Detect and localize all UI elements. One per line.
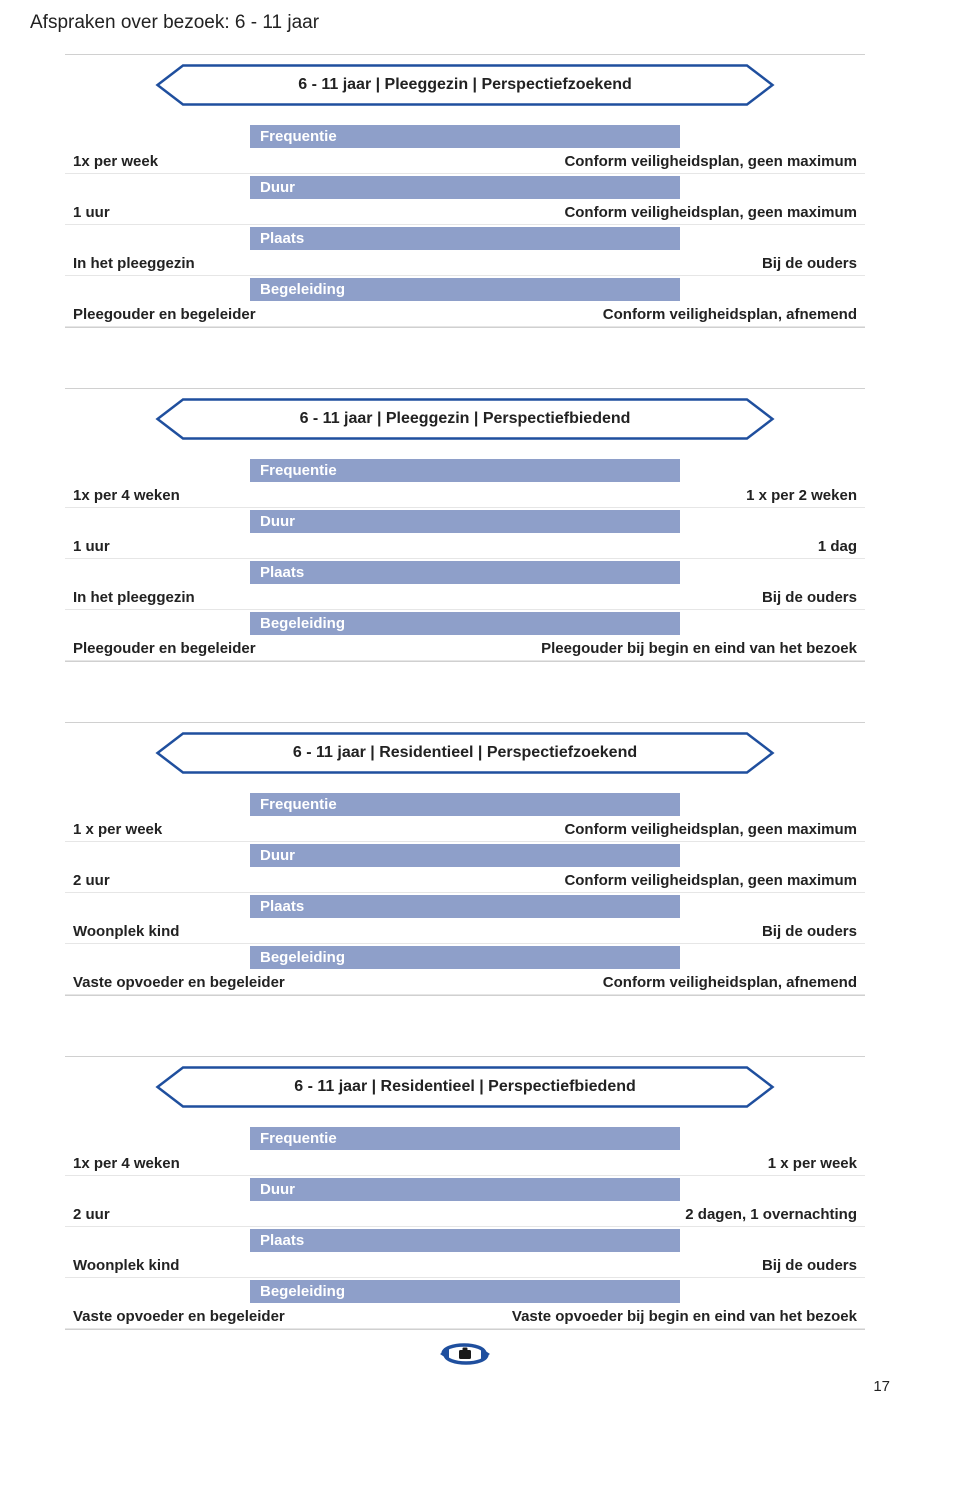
row-right: Conform veiligheidsplan, geen maximum xyxy=(564,821,857,838)
row-right: Vaste opvoeder bij begin en eind van het… xyxy=(512,1308,857,1325)
row-data: Woonplek kind Bij de ouders xyxy=(65,920,865,944)
row-header: Duur xyxy=(250,510,680,533)
row-left: 2 uur xyxy=(73,872,110,889)
row-right: Conform veiligheidsplan, geen maximum xyxy=(564,204,857,221)
divider xyxy=(65,1329,865,1330)
row-right: 1 x per 2 weken xyxy=(746,487,857,504)
row-data: 1x per 4 weken 1 x per week xyxy=(65,1152,865,1176)
banner-label: 6 - 11 jaar | Pleeggezin | Perspectiefzo… xyxy=(298,76,632,94)
row-header: Frequentie xyxy=(250,125,680,148)
row-right: Conform veiligheidsplan, afnemend xyxy=(603,306,857,323)
row-right: Conform veiligheidsplan, afnemend xyxy=(603,974,857,991)
section-banner: 6 - 11 jaar | Residentieel | Perspectief… xyxy=(155,1065,775,1109)
row-data: 2 uur 2 dagen, 1 overnachting xyxy=(65,1203,865,1227)
row-left: 1x per 4 weken xyxy=(73,1155,180,1172)
row-data: Vaste opvoeder en begeleider Vaste opvoe… xyxy=(65,1305,865,1329)
row-data: 1 x per week Conform veiligheidsplan, ge… xyxy=(65,818,865,842)
page-number: 17 xyxy=(30,1378,900,1395)
row-right: Bij de ouders xyxy=(762,1257,857,1274)
row-data: Pleegouder en begeleider Conform veiligh… xyxy=(65,303,865,327)
divider xyxy=(65,722,865,723)
row-header: Duur xyxy=(250,1178,680,1201)
row-data: 1x per week Conform veiligheidsplan, gee… xyxy=(65,150,865,174)
row-data: Vaste opvoeder en begeleider Conform vei… xyxy=(65,971,865,995)
row-header: Frequentie xyxy=(250,793,680,816)
row-left: In het pleeggezin xyxy=(73,589,195,606)
banner-label: 6 - 11 jaar | Residentieel | Perspectief… xyxy=(294,1078,636,1096)
row-header: Plaats xyxy=(250,1229,680,1252)
section: 6 - 11 jaar | Pleeggezin | Perspectiefbi… xyxy=(65,388,865,662)
divider xyxy=(65,995,865,996)
row-header: Begeleiding xyxy=(250,946,680,969)
row-data: 1x per 4 weken 1 x per 2 weken xyxy=(65,484,865,508)
row-left: 1x per week xyxy=(73,153,158,170)
row-right: Bij de ouders xyxy=(762,255,857,272)
row-header: Begeleiding xyxy=(250,612,680,635)
row-left: 1 uur xyxy=(73,538,110,555)
section: 6 - 11 jaar | Pleeggezin | Perspectiefzo… xyxy=(65,54,865,328)
row-left: 1 uur xyxy=(73,204,110,221)
row-left: In het pleeggezin xyxy=(73,255,195,272)
section-banner: 6 - 11 jaar | Pleeggezin | Perspectiefzo… xyxy=(155,63,775,107)
row-header: Frequentie xyxy=(250,1127,680,1150)
divider xyxy=(65,661,865,662)
row-left: Woonplek kind xyxy=(73,1257,179,1274)
row-right: Bij de ouders xyxy=(762,589,857,606)
section: 6 - 11 jaar | Residentieel | Perspectief… xyxy=(65,722,865,996)
row-right: 2 dagen, 1 overnachting xyxy=(685,1206,857,1223)
row-left: 2 uur xyxy=(73,1206,110,1223)
divider xyxy=(65,327,865,328)
row-right: 1 dag xyxy=(818,538,857,555)
row-data: Woonplek kind Bij de ouders xyxy=(65,1254,865,1278)
banner-label: 6 - 11 jaar | Pleeggezin | Perspectiefbi… xyxy=(300,410,631,428)
row-right: Bij de ouders xyxy=(762,923,857,940)
row-left: 1 x per week xyxy=(73,821,162,838)
divider xyxy=(65,54,865,55)
divider xyxy=(65,1056,865,1057)
divider xyxy=(65,388,865,389)
row-header: Begeleiding xyxy=(250,1280,680,1303)
row-header: Plaats xyxy=(250,895,680,918)
banner-label: 6 - 11 jaar | Residentieel | Perspectief… xyxy=(293,744,637,762)
row-header: Plaats xyxy=(250,227,680,250)
row-header: Frequentie xyxy=(250,459,680,482)
row-header: Duur xyxy=(250,844,680,867)
row-data: 1 uur Conform veiligheidsplan, geen maxi… xyxy=(65,201,865,225)
section-banner: 6 - 11 jaar | Pleeggezin | Perspectiefbi… xyxy=(155,397,775,441)
row-right: Pleegouder bij begin en eind van het bez… xyxy=(541,640,857,657)
row-right: Conform veiligheidsplan, geen maximum xyxy=(564,872,857,889)
row-left: 1x per 4 weken xyxy=(73,487,180,504)
row-data: 1 uur 1 dag xyxy=(65,535,865,559)
row-data: 2 uur Conform veiligheidsplan, geen maxi… xyxy=(65,869,865,893)
page-title: Afspraken over bezoek: 6 - 11 jaar xyxy=(30,12,900,34)
section-banner: 6 - 11 jaar | Residentieel | Perspectief… xyxy=(155,731,775,775)
row-left: Woonplek kind xyxy=(73,923,179,940)
row-header: Begeleiding xyxy=(250,278,680,301)
row-data: In het pleeggezin Bij de ouders xyxy=(65,586,865,610)
row-left: Pleegouder en begeleider xyxy=(73,640,256,657)
row-header: Duur xyxy=(250,176,680,199)
section: 6 - 11 jaar | Residentieel | Perspectief… xyxy=(65,1056,865,1330)
row-left: Vaste opvoeder en begeleider xyxy=(73,1308,285,1325)
row-header: Plaats xyxy=(250,561,680,584)
footer-icon xyxy=(30,1334,900,1374)
row-data: In het pleeggezin Bij de ouders xyxy=(65,252,865,276)
row-right: 1 x per week xyxy=(768,1155,857,1172)
row-left: Vaste opvoeder en begeleider xyxy=(73,974,285,991)
row-data: Pleegouder en begeleider Pleegouder bij … xyxy=(65,637,865,661)
row-right: Conform veiligheidsplan, geen maximum xyxy=(564,153,857,170)
row-left: Pleegouder en begeleider xyxy=(73,306,256,323)
